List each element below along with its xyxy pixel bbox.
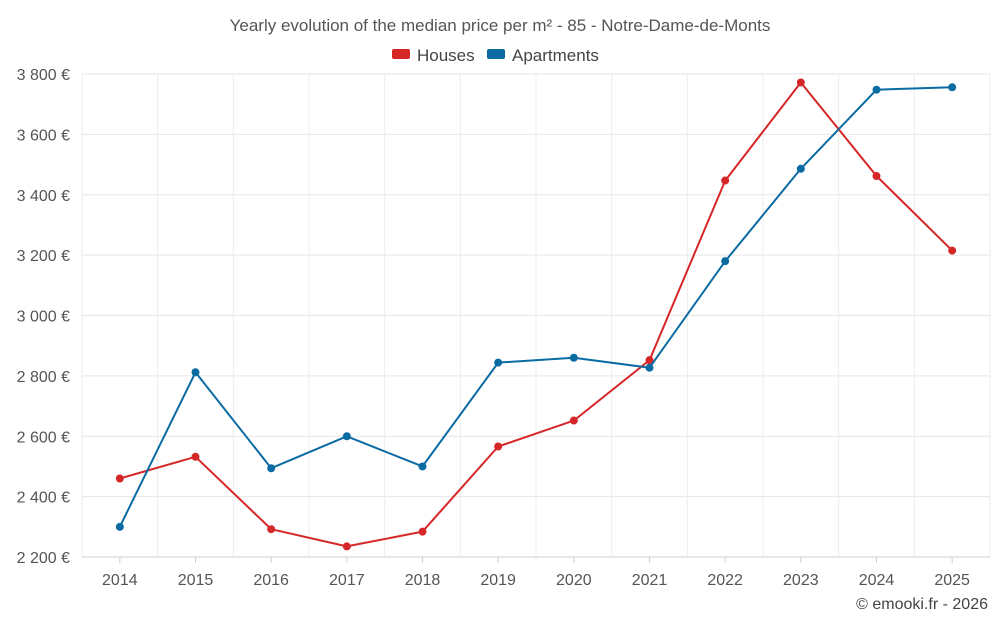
legend-swatch-houses[interactable]	[392, 49, 410, 59]
x-axis: 2014 2015 2016 2017 2018 2019 2020 2021 2022 2023…	[82, 556, 990, 589]
x-tick-label: 2017	[329, 572, 365, 589]
x-tick-label: 2016	[253, 572, 289, 589]
data-point-houses[interactable]	[721, 176, 730, 185]
data-point-apartments[interactable]	[115, 522, 124, 531]
data-point-houses[interactable]	[948, 246, 957, 255]
data-point-houses[interactable]	[494, 442, 503, 451]
y-tick-label: 2 200 €	[17, 550, 70, 567]
data-point-houses[interactable]	[191, 452, 200, 461]
legend-label-houses[interactable]: Houses	[417, 46, 475, 65]
data-point-houses[interactable]	[569, 416, 578, 425]
y-tick-label: 2 600 €	[17, 429, 70, 446]
y-axis: 2 200 € 2 400 € 2 600 € 2 800 € 3 000 € 3 200…	[17, 67, 70, 567]
data-point-apartments[interactable]	[418, 462, 427, 471]
data-point-houses[interactable]	[872, 172, 881, 181]
data-point-apartments[interactable]	[267, 464, 276, 473]
x-tick-label: 2018	[405, 572, 441, 589]
data-point-apartments[interactable]	[721, 257, 730, 266]
data-point-houses[interactable]	[796, 78, 805, 87]
y-tick-label: 3 000 €	[17, 309, 70, 326]
plot-area	[115, 78, 957, 551]
y-tick-label: 2 400 €	[17, 490, 70, 507]
legend: Houses Apartments	[392, 46, 599, 65]
data-point-houses[interactable]	[267, 525, 276, 534]
x-tick-label: 2019	[480, 572, 516, 589]
data-point-apartments[interactable]	[191, 368, 200, 377]
data-point-apartments[interactable]	[872, 85, 881, 94]
legend-label-apartments[interactable]: Apartments	[512, 46, 599, 65]
data-point-apartments[interactable]	[796, 164, 805, 173]
data-point-apartments[interactable]	[569, 353, 578, 362]
data-point-apartments[interactable]	[948, 83, 957, 92]
y-tick-label: 3 800 €	[17, 67, 70, 84]
x-tick-label: 2020	[556, 572, 592, 589]
chart-title: Yearly evolution of the median price per…	[230, 16, 771, 35]
y-tick-label: 2 800 €	[17, 369, 70, 386]
series-line-houses[interactable]	[119, 81, 953, 548]
data-point-houses[interactable]	[342, 542, 351, 551]
data-point-apartments[interactable]	[342, 432, 351, 441]
x-tick-label: 2015	[178, 572, 214, 589]
x-tick-label: 2014	[102, 572, 138, 589]
x-tick-label: 2024	[859, 572, 895, 589]
y-tick-label: 3 400 €	[17, 188, 70, 205]
credit-text: © emooki.fr - 2026	[856, 596, 988, 613]
series-line-apartments[interactable]	[118, 86, 953, 528]
y-tick-label: 3 600 €	[17, 127, 70, 144]
x-tick-label: 2021	[632, 572, 668, 589]
data-point-houses[interactable]	[645, 356, 654, 365]
x-tick-label: 2025	[934, 572, 970, 589]
data-point-houses[interactable]	[418, 527, 427, 536]
data-point-apartments[interactable]	[645, 363, 654, 372]
y-tick-label: 3 200 €	[17, 248, 70, 265]
data-point-apartments[interactable]	[494, 358, 503, 367]
legend-swatch-apartments[interactable]	[487, 49, 505, 59]
x-tick-label: 2023	[783, 572, 819, 589]
x-tick-label: 2022	[707, 572, 743, 589]
data-point-houses[interactable]	[115, 474, 124, 483]
